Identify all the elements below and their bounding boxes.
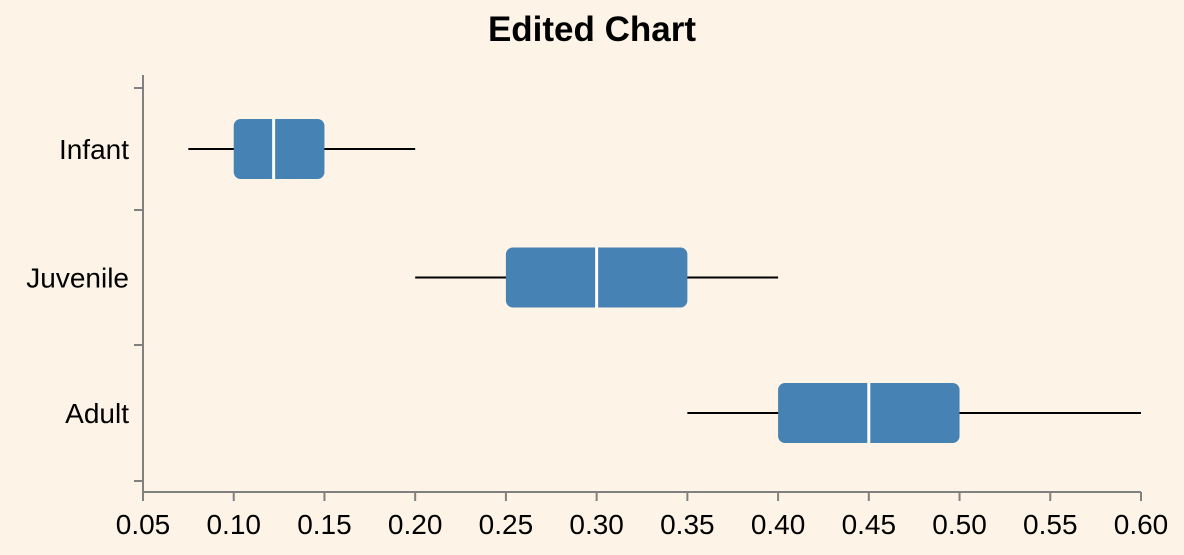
x-tick-label: 0.40 [751,509,806,540]
y-tick-label: Infant [59,134,129,165]
x-tick-label: 0.55 [1023,509,1078,540]
x-tick-label: 0.60 [1114,509,1169,540]
x-tick-label: 0.15 [297,509,352,540]
box-infant: Infant [59,119,416,179]
x-tick-label: 0.50 [932,509,987,540]
x-tick-label: 0.20 [388,509,443,540]
x-tick-label: 0.30 [569,509,624,540]
box-adult: Adult [65,383,1141,443]
x-tick-label: 0.25 [479,509,534,540]
x-tick-label: 0.35 [660,509,715,540]
box-iqr [233,119,325,179]
chart-title: Edited Chart [488,10,696,49]
box-juvenile: Juvenile [26,247,779,308]
x-tick-label: 0.10 [206,509,261,540]
x-tick-label: 0.05 [116,509,171,540]
box-plot-marks: Infant Juvenile Adult [26,119,1141,443]
axes: 0.05 0.10 0.15 0.20 0.25 0.30 0.35 0.40 0.45 0.50… [116,75,1169,540]
x-tick-label: 0.45 [842,509,897,540]
y-tick-label: Adult [65,398,129,429]
y-tick-label: Juvenile [26,263,129,294]
